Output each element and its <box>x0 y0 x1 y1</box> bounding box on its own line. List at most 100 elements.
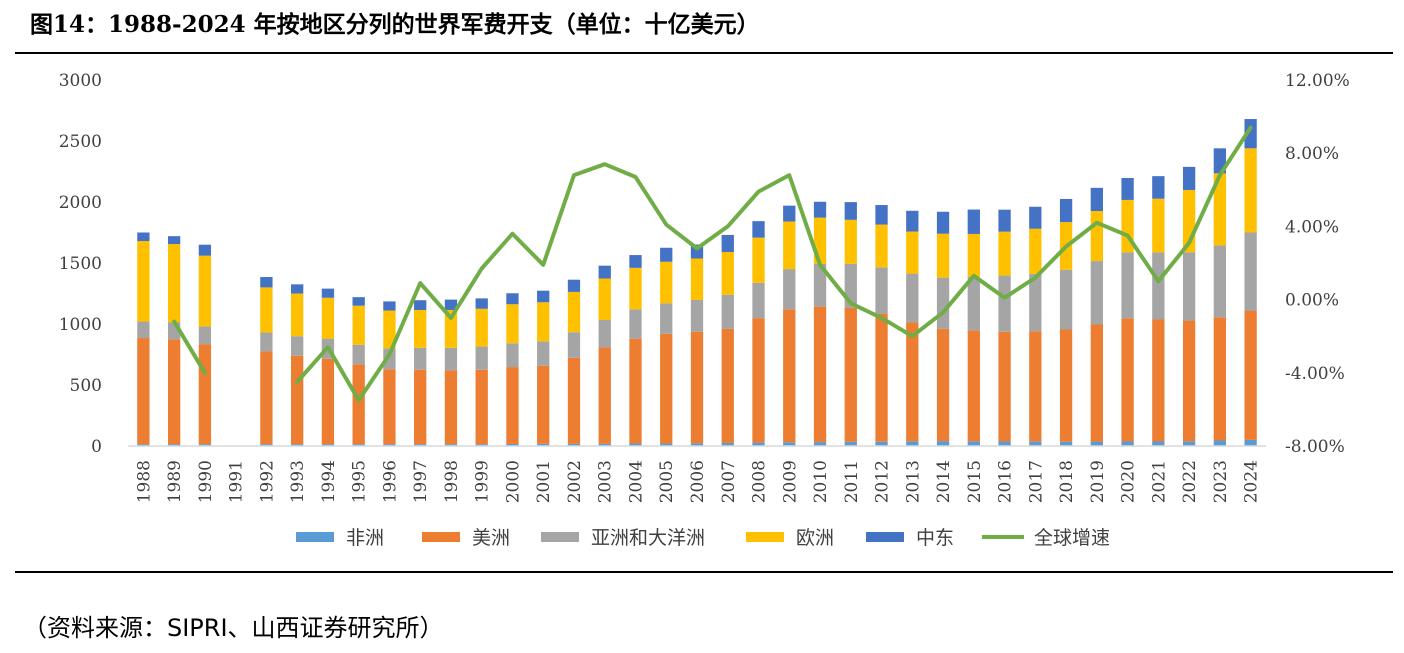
bar-africa <box>1152 441 1165 446</box>
x-tick-label: 2001 <box>534 460 554 503</box>
bar-middle_east <box>137 232 150 242</box>
source-note: （资料来源：SIPRI、山西证券研究所） <box>23 614 444 642</box>
bar-middle_east <box>598 265 611 279</box>
bar-europe <box>936 233 950 278</box>
bar-americas <box>1213 317 1227 441</box>
bar-asia_oceania <box>198 326 212 345</box>
chart-canvas: 0 500 1000 1500 2000 2500 3000 -8.00% -4.00% 0.0… <box>59 71 1350 549</box>
bar-africa <box>967 441 980 446</box>
bar-asia_oceania <box>352 344 365 365</box>
x-tick-label: 2003 <box>596 460 616 503</box>
bar-africa <box>321 444 335 446</box>
bar-africa <box>475 444 488 446</box>
x-tick-label: 1990 <box>196 460 216 503</box>
bar-americas <box>506 367 519 444</box>
x-tick-label: 1995 <box>350 460 370 503</box>
x-tick-label: 2010 <box>811 460 831 503</box>
bar-asia_oceania <box>1152 252 1165 320</box>
bar-europe <box>721 252 734 295</box>
bar-africa <box>198 444 212 446</box>
legend-label-growth: 全球增速 <box>1034 527 1110 549</box>
x-tick-label: 2007 <box>719 460 739 503</box>
bar-asia_oceania <box>260 332 273 352</box>
bar-africa <box>629 443 642 446</box>
x-tick-label: 2017 <box>1026 460 1046 503</box>
bar-middle_east <box>906 210 919 232</box>
bar-africa <box>721 442 734 446</box>
bar-africa <box>506 443 519 446</box>
bar-middle_east <box>1090 187 1103 212</box>
bar-americas <box>936 328 950 442</box>
bar-europe <box>475 308 488 347</box>
legend-swatch-americas <box>422 532 460 542</box>
bar-americas <box>1029 331 1042 442</box>
x-tick-label: 2002 <box>565 460 585 503</box>
bar-middle_east <box>844 202 857 220</box>
bar-asia_oceania <box>906 273 919 323</box>
bar-asia_oceania <box>567 332 581 358</box>
bar-europe <box>260 287 273 333</box>
bar-africa <box>1213 440 1227 446</box>
legend-label-middle_east: 中东 <box>916 527 954 549</box>
bar-africa <box>690 443 704 446</box>
bar-asia_oceania <box>475 346 488 370</box>
y-tick-label: 2000 <box>59 193 102 213</box>
bar-europe <box>567 291 581 333</box>
bar-europe <box>1213 173 1227 246</box>
bar-africa <box>660 443 673 446</box>
bar-asia_oceania <box>1121 252 1134 319</box>
x-tick-label: 2004 <box>626 460 646 503</box>
bar-asia_oceania <box>783 269 796 310</box>
growth-line-segment <box>295 125 1253 403</box>
bar-asia_oceania <box>629 309 642 339</box>
bar-middle_east <box>721 234 734 253</box>
bar-europe <box>1152 198 1165 253</box>
bar-americas <box>383 369 396 445</box>
bar-africa <box>844 441 857 446</box>
bar-africa <box>352 444 365 446</box>
y-tick-label: 2500 <box>59 132 102 152</box>
bar-europe <box>198 255 212 327</box>
bar-middle_east <box>260 277 273 288</box>
x-tick-label: 2018 <box>1057 460 1077 503</box>
growth-line-layer <box>172 125 1253 403</box>
bar-middle_east <box>1029 206 1042 229</box>
y-tick-label: 3000 <box>59 71 102 91</box>
bar-middle_east <box>1182 166 1196 191</box>
bar-americas <box>721 328 734 443</box>
top-rule <box>15 52 1393 54</box>
bar-africa <box>875 441 888 446</box>
growth-line-segment <box>172 319 207 375</box>
x-tick-label: 2009 <box>780 460 800 503</box>
bar-americas <box>998 331 1011 442</box>
bar-europe <box>137 241 150 322</box>
bar-middle_east <box>291 284 304 294</box>
bar-europe <box>1244 148 1257 233</box>
bar-middle_east <box>967 209 980 234</box>
x-tick-label: 1999 <box>473 460 493 503</box>
x-tick-label: 2015 <box>965 460 985 503</box>
bar-americas <box>752 318 765 443</box>
bar-europe <box>783 221 796 270</box>
x-axis-labels: 1988 1989 1990 1991 1992 1993 1994 1995 1996 1997… <box>134 460 1261 503</box>
x-tick-label: 2011 <box>842 460 862 503</box>
bar-asia_oceania <box>813 263 827 307</box>
legend-label-africa: 非洲 <box>346 527 384 549</box>
bar-africa <box>936 441 950 446</box>
x-tick-label: 2023 <box>1211 460 1231 503</box>
bar-africa <box>1090 441 1103 446</box>
x-tick-label: 1988 <box>134 460 154 503</box>
bar-middle_east <box>813 201 827 218</box>
y2-tick-label: 0.00% <box>1285 291 1339 311</box>
x-tick-label: 2024 <box>1242 460 1262 503</box>
bar-africa <box>567 443 581 446</box>
bar-asia_oceania <box>137 321 150 339</box>
bar-americas <box>629 338 642 444</box>
y-tick-label: 1500 <box>59 254 102 274</box>
bar-americas <box>690 331 704 444</box>
x-tick-label: 1991 <box>227 460 247 503</box>
bar-asia_oceania <box>660 303 673 334</box>
bar-africa <box>414 444 427 446</box>
bar-europe <box>752 237 765 283</box>
y2-tick-label: 12.00% <box>1285 71 1350 91</box>
